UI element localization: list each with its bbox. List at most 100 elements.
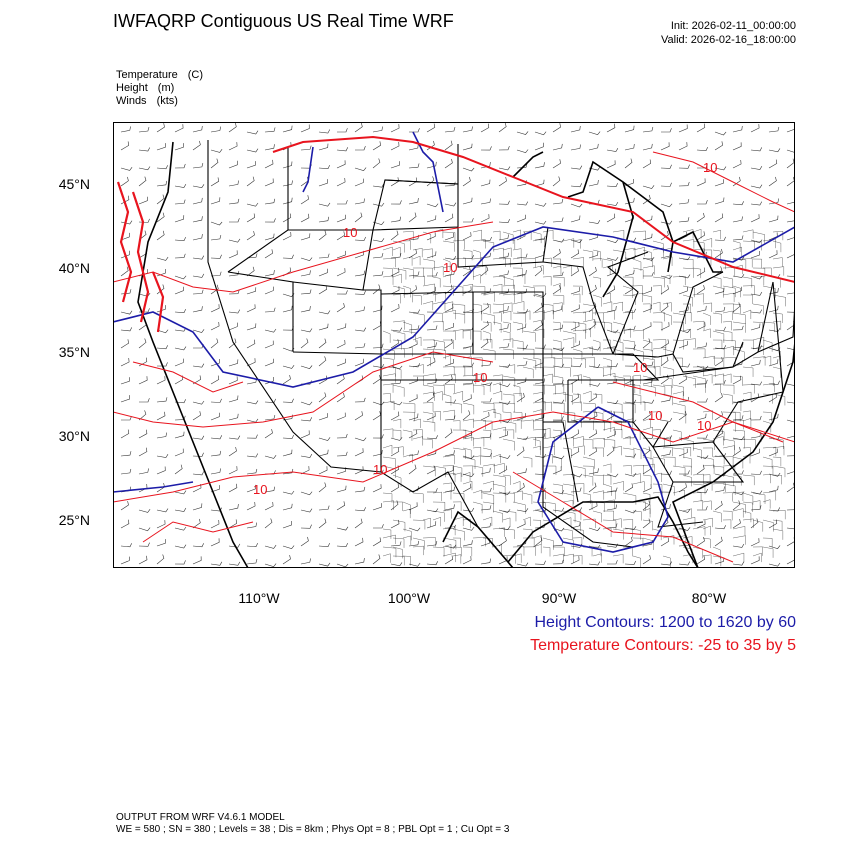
wind-barb (318, 542, 330, 548)
wind-barb (786, 311, 795, 313)
wind-barb (516, 288, 528, 295)
wind-barb (300, 365, 313, 369)
county-line (452, 537, 461, 548)
county-line (452, 472, 462, 482)
wind-barb (228, 122, 237, 133)
county-line (762, 321, 775, 333)
lat-label-30: 30°N (58, 428, 90, 444)
wind-barb (624, 197, 635, 205)
county-line (522, 348, 535, 359)
county-line (742, 418, 752, 428)
wind-barb (156, 194, 165, 205)
wind-barb (192, 471, 205, 476)
wind-barb (408, 376, 418, 385)
wind-barb (336, 147, 349, 152)
wind-barb (606, 473, 619, 478)
wind-barb (138, 176, 147, 187)
county-line (532, 328, 545, 338)
county-line (462, 402, 474, 415)
county-line (572, 293, 581, 303)
county-line (502, 554, 516, 564)
county-line (602, 310, 615, 320)
wind-barb (390, 411, 400, 421)
county-line (502, 276, 514, 289)
county-line (662, 302, 672, 312)
map-frame (113, 122, 795, 568)
wind-barb (372, 284, 381, 295)
wind-barb (228, 466, 238, 475)
county-line (612, 230, 625, 240)
county-line (562, 537, 574, 550)
county-line (402, 555, 411, 566)
wind-barb (480, 411, 490, 421)
wind-barb (444, 303, 454, 313)
wind-barb (228, 395, 239, 403)
wind-barb (606, 160, 616, 169)
county-line (582, 309, 593, 320)
county-line (512, 490, 523, 500)
wind-barb (444, 158, 453, 169)
wind-barb (282, 468, 294, 475)
wind-barb (372, 126, 383, 133)
wind-barb (714, 248, 723, 259)
wind-barb (372, 363, 385, 368)
wind-barb (300, 453, 313, 458)
county-line (552, 283, 561, 293)
wind-barb (228, 142, 238, 151)
wind-barb (714, 179, 724, 187)
wind-barb (462, 455, 475, 459)
wind-barb (588, 131, 601, 136)
county-line (732, 303, 741, 314)
wind-barb (120, 501, 129, 511)
wind-barb (678, 199, 690, 205)
wind-barb (138, 542, 150, 547)
wind-barb (192, 255, 205, 260)
wind-barb (264, 218, 276, 223)
county-line (642, 463, 655, 474)
county-line (382, 258, 396, 268)
county-line (602, 463, 612, 473)
wind-barb (156, 256, 169, 261)
county-line (432, 465, 446, 478)
county-line (502, 375, 516, 388)
wind-barb (444, 202, 457, 207)
county-line (492, 321, 502, 333)
wind-barb (534, 433, 546, 439)
county-line (442, 301, 453, 311)
wind-barb (480, 382, 493, 386)
wind-barb (192, 125, 203, 133)
wind-barb (588, 143, 599, 151)
wind-barb (318, 268, 328, 277)
county-line (392, 348, 405, 358)
county-line (702, 537, 711, 549)
county-line (732, 429, 745, 441)
wind-barb (354, 145, 366, 151)
wind-barb (786, 509, 795, 511)
wind-barb (174, 236, 186, 242)
county-line (562, 330, 577, 343)
county-line (532, 231, 542, 244)
wind-barb (354, 486, 366, 493)
wind-barb (732, 325, 744, 331)
wind-barb (390, 379, 402, 385)
county-line (442, 482, 452, 492)
wind-barb (426, 325, 438, 331)
wind-barb (570, 267, 579, 277)
county-line (622, 247, 636, 258)
county-line (582, 391, 592, 401)
wind-barb (732, 274, 745, 278)
wind-barb (336, 358, 346, 367)
county-line (412, 275, 425, 286)
lat-label-40: 40°N (58, 260, 90, 276)
county-line (502, 528, 515, 539)
county-line (592, 393, 603, 404)
county-line (542, 276, 552, 286)
wind-barb (228, 180, 239, 187)
wind-barb (373, 524, 384, 529)
county-line (502, 429, 515, 439)
county-line (562, 553, 574, 564)
wind-barb (138, 447, 148, 457)
county-line (772, 257, 783, 267)
county-line (472, 537, 486, 547)
wind-barb (318, 562, 331, 567)
